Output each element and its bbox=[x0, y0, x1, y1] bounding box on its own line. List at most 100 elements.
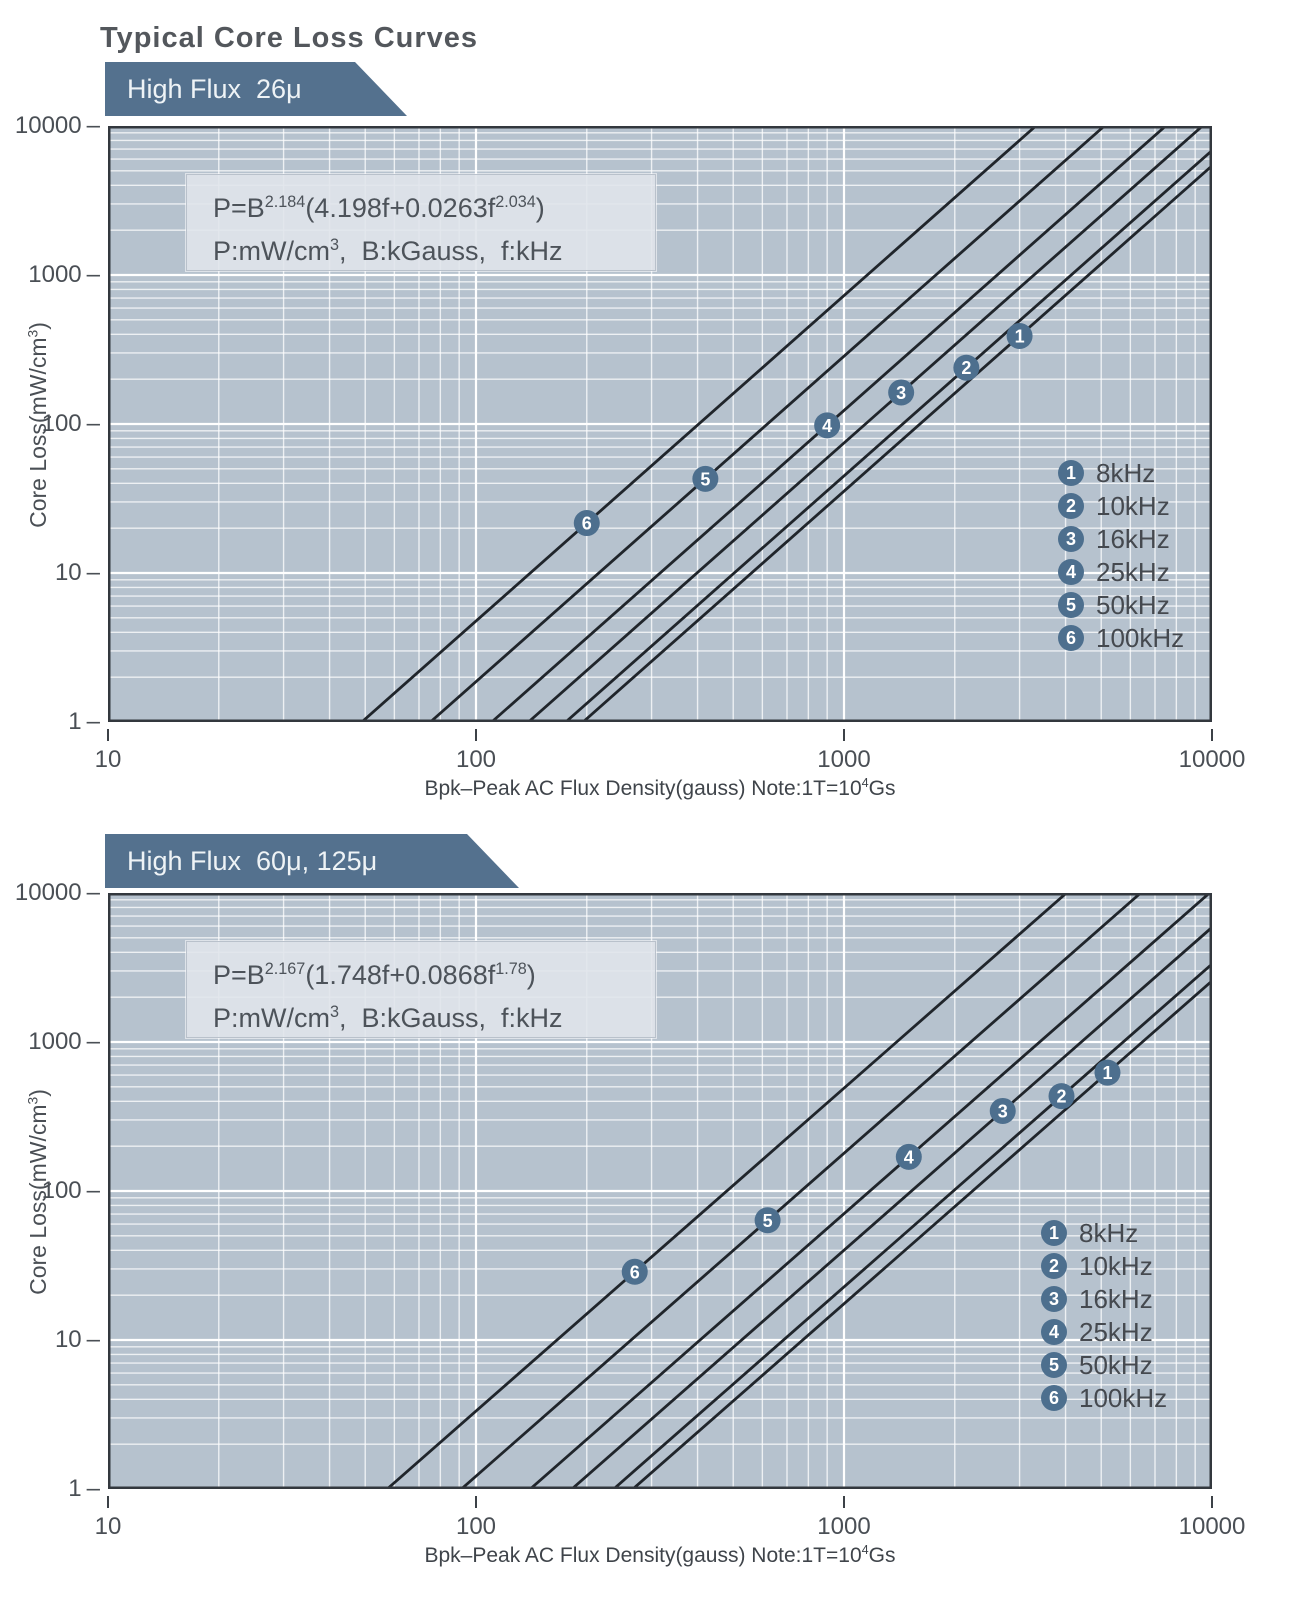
y-tick-value: 1000 bbox=[28, 1028, 82, 1055]
text-run: P:mW/cm bbox=[213, 236, 330, 266]
superscript: 4 bbox=[861, 1543, 869, 1557]
marker-1-number: 1 bbox=[1102, 1063, 1112, 1083]
y-tick-label: 1– bbox=[0, 1474, 100, 1504]
y-tick-value: 1 bbox=[68, 1475, 82, 1502]
marker-2 bbox=[953, 354, 980, 381]
y-tick-label: 10– bbox=[0, 558, 100, 588]
superscript: 2.184 bbox=[264, 193, 306, 211]
x-tick-label: 100 bbox=[455, 746, 497, 773]
marker-6-number: 6 bbox=[582, 514, 592, 534]
legend-label: 10kHz bbox=[1079, 1250, 1153, 1281]
legend-number-icon: 3 bbox=[1058, 526, 1084, 552]
superscript: 3 bbox=[25, 329, 41, 338]
y-tick-label: 1000– bbox=[0, 1027, 100, 1057]
legend-label: 50kHz bbox=[1079, 1349, 1153, 1380]
x-tick-label: 10000 bbox=[1178, 746, 1246, 773]
y-tick-value: 1000 bbox=[28, 261, 82, 288]
legend-label: 8kHz bbox=[1096, 457, 1156, 488]
legend-item-8khz: 1 8kHz bbox=[1058, 457, 1184, 488]
x-tick-label: 1000 bbox=[817, 1513, 871, 1540]
text-run: P:mW/cm bbox=[213, 1003, 330, 1033]
loss-curves bbox=[360, 126, 1212, 722]
x-tick-mark bbox=[843, 729, 845, 741]
x-tick-label: 10 bbox=[94, 746, 122, 773]
legend-item-50khz: 5 50kHz bbox=[1058, 589, 1184, 620]
plot-frame bbox=[108, 893, 1212, 1489]
y-tick-label: 10000– bbox=[0, 878, 100, 908]
gridlines bbox=[108, 126, 1212, 722]
superscript: 2.167 bbox=[264, 960, 306, 978]
legend-label: 10kHz bbox=[1096, 490, 1170, 521]
y-tick-dash: – bbox=[86, 1177, 100, 1204]
superscript: 2.034 bbox=[495, 193, 536, 211]
legend-label: 100kHz bbox=[1096, 622, 1185, 653]
marker-5 bbox=[692, 465, 719, 492]
marker-1 bbox=[1094, 1059, 1121, 1086]
legend-60u-125u: 1 8kHz 2 10kHz 3 16kHz 4 25kHz 5 50kHz 6 100kHz bbox=[1041, 1218, 1167, 1418]
marker-4-number: 4 bbox=[904, 1147, 914, 1167]
y-tick-value: 10000 bbox=[14, 879, 82, 906]
legend-item-25khz: 4 25kHz bbox=[1041, 1317, 1167, 1347]
legend-number-icon: 2 bbox=[1041, 1253, 1067, 1279]
plot-area-26u: 1 2 3 4 5 6 P=B2.184(4.198f+0.0263f2.034) P:m… bbox=[108, 126, 1212, 722]
curve-markers: 1 2 3 4 5 6 bbox=[621, 1059, 1121, 1285]
y-tick-value: 100 bbox=[41, 1177, 82, 1204]
y-tick-dash: – bbox=[86, 1326, 100, 1353]
y-tick-value: 100 bbox=[41, 410, 82, 437]
text-run: (4.198f+0.0263f bbox=[305, 193, 496, 223]
x-tick-label: 10000 bbox=[1178, 1513, 1246, 1540]
legend-label: 50kHz bbox=[1096, 589, 1170, 620]
formula-box-26u: P=B2.184(4.198f+0.0263f2.034) P:mW/cm3, … bbox=[186, 174, 656, 271]
banner-26u: High Flux 26μ bbox=[105, 62, 407, 116]
y-tick-dash: – bbox=[86, 261, 100, 288]
marker-1 bbox=[1006, 322, 1033, 349]
marker-2-number: 2 bbox=[961, 358, 971, 378]
superscript: 3 bbox=[25, 1096, 41, 1105]
formula-line-1: P=B2.167(1.748f+0.0868f1.78) bbox=[213, 951, 655, 994]
marker-5 bbox=[754, 1207, 781, 1234]
curve-16khz bbox=[527, 126, 1204, 722]
y-tick-dash: – bbox=[86, 708, 100, 735]
marker-5-number: 5 bbox=[700, 469, 710, 489]
text-run: P=B bbox=[213, 960, 265, 990]
superscript: 4 bbox=[861, 776, 869, 790]
legend-label: 16kHz bbox=[1096, 523, 1170, 554]
marker-1-number: 1 bbox=[1015, 326, 1025, 346]
x-tick-mark bbox=[843, 1496, 845, 1508]
page-title: Typical Core Loss Curves bbox=[100, 22, 479, 54]
curve-50khz bbox=[429, 126, 1106, 722]
legend-number-icon: 2 bbox=[1058, 493, 1084, 519]
y-tick-dash: – bbox=[86, 559, 100, 586]
banner-60u-125u: High Flux 60μ, 125μ bbox=[105, 834, 519, 888]
y-tick-label: 1000– bbox=[0, 260, 100, 290]
x-tick-label: 10 bbox=[94, 1513, 122, 1540]
gridlines bbox=[108, 893, 1212, 1489]
x-tick-mark bbox=[475, 729, 477, 741]
legend-item-100khz: 6 100kHz bbox=[1041, 1383, 1167, 1413]
banner-26u-label: High Flux 26μ bbox=[127, 73, 302, 104]
text-run: ) bbox=[526, 960, 536, 990]
legend-label: 25kHz bbox=[1096, 556, 1170, 587]
x-axis-title-26u: Bpk–Peak AC Flux Density(gauss) Note:1T=… bbox=[108, 776, 1212, 801]
legend-number-icon: 4 bbox=[1058, 559, 1084, 585]
legend-item-100khz: 6 100kHz bbox=[1058, 622, 1185, 653]
plot-area-60u-125u: 1 2 3 4 5 6 P=B2.167(1.748f+0.0868f1.78) P:mW… bbox=[108, 893, 1212, 1489]
legend-label: 16kHz bbox=[1079, 1283, 1153, 1314]
y-tick-dash: – bbox=[86, 112, 100, 139]
x-tick-label: 1000 bbox=[817, 746, 871, 773]
legend-number-icon: 5 bbox=[1058, 592, 1084, 618]
y-tick-dash: – bbox=[86, 1475, 100, 1502]
y-tick-dash: – bbox=[86, 879, 100, 906]
x-tick-mark bbox=[1211, 729, 1213, 741]
superscript: 1.78 bbox=[495, 960, 527, 978]
legend-item-16khz: 3 16kHz bbox=[1058, 523, 1184, 554]
y-tick-value: 10000 bbox=[14, 112, 82, 139]
marker-5-number: 5 bbox=[763, 1211, 773, 1231]
x-axis-title-60u: Bpk–Peak AC Flux Density(gauss) Note:1T=… bbox=[108, 1543, 1212, 1568]
text-run: ) bbox=[25, 322, 51, 330]
legend-number-icon: 3 bbox=[1041, 1286, 1067, 1312]
legend-number-icon: 1 bbox=[1041, 1220, 1067, 1246]
marker-3 bbox=[989, 1097, 1016, 1124]
y-tick-dash: – bbox=[86, 410, 100, 437]
